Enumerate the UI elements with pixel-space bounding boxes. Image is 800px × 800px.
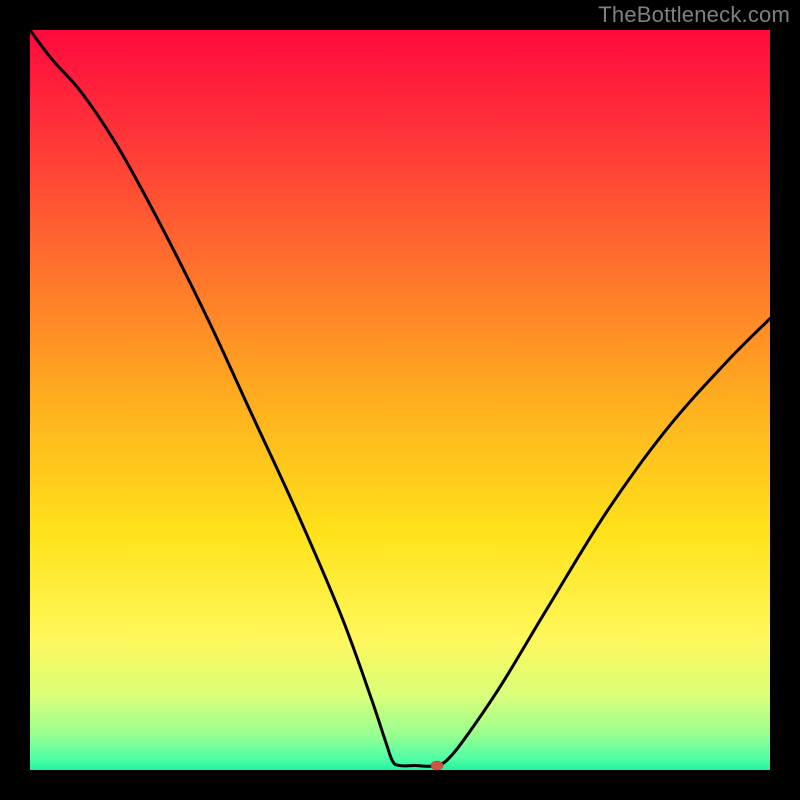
bottleneck-chart [0, 0, 800, 800]
chart-root: TheBottleneck.com [0, 0, 800, 800]
watermark-text: TheBottleneck.com [598, 2, 790, 28]
optimal-point-marker [431, 761, 443, 770]
